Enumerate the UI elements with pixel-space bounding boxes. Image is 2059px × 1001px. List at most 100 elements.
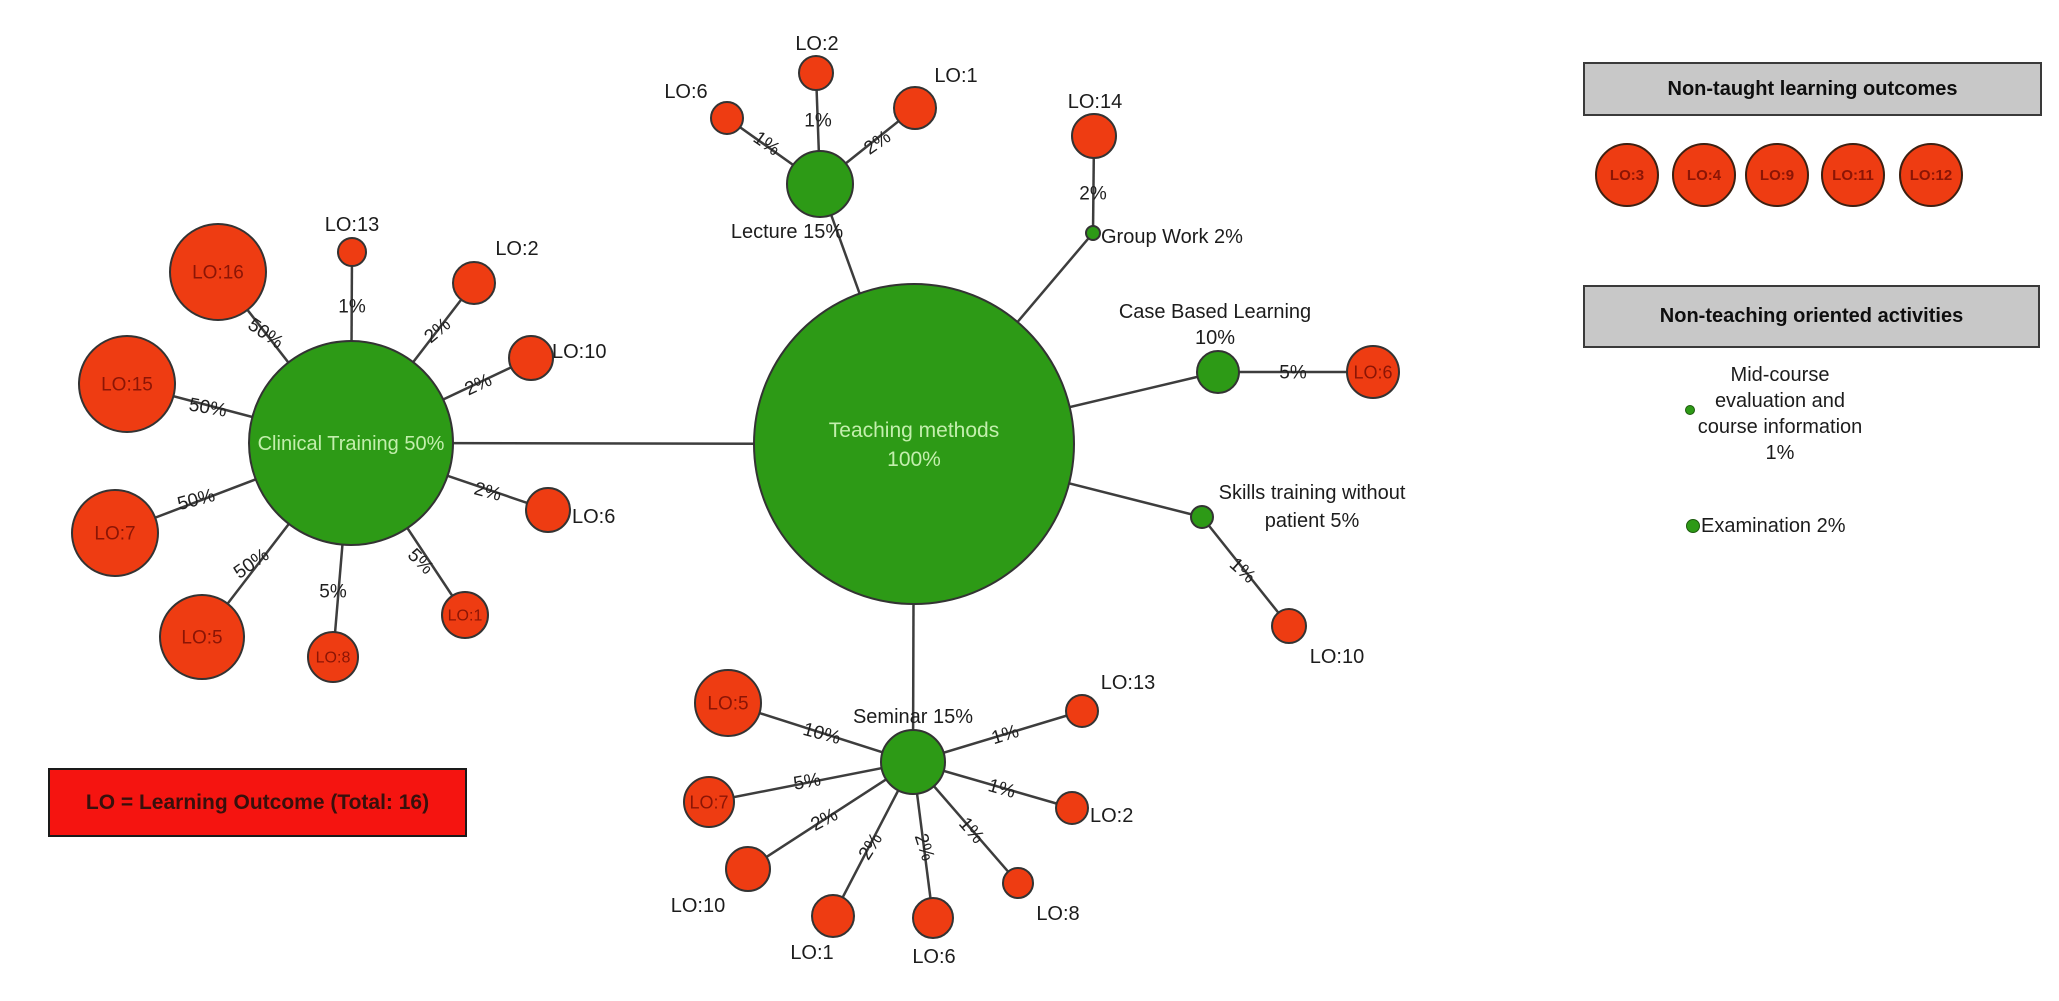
node-label-tm: Teaching methods 100% <box>829 419 999 471</box>
edge-weight-label: 2% <box>910 831 938 864</box>
node-m8 <box>1002 867 1034 899</box>
node-c15 <box>78 335 176 433</box>
node-label-m8: LO:8 <box>1036 903 1079 925</box>
node-label-c6c: LO:6 <box>572 506 615 528</box>
node-label-b6: LO:6 <box>1353 362 1392 382</box>
edge-weight-label: 2% <box>1079 184 1107 205</box>
node-label-cbl: Case Based Learning 10% <box>1119 301 1311 349</box>
node-c2 <box>452 261 496 305</box>
node-label-c5: LO:5 <box>181 628 222 649</box>
node-ct <box>248 340 454 546</box>
node-label-c10: LO:10 <box>552 341 606 363</box>
edge-weight-label: 2% <box>420 314 455 348</box>
edge-weight-label: 50% <box>175 485 217 515</box>
midcourse-label: Mid-course evaluation and course informati… <box>1660 362 1900 466</box>
edge-weight-label: 2% <box>472 478 504 505</box>
edge-weight-label: 50% <box>230 544 273 583</box>
node-label-m1: LO:1 <box>790 942 833 964</box>
edge-weight-label: 5% <box>792 769 823 794</box>
node-m5 <box>694 669 762 737</box>
node-c1 <box>441 591 489 639</box>
node-label-sem: Seminar 15% <box>853 706 973 728</box>
node-label-s10: LO:10 <box>1310 646 1364 668</box>
edge-sk-s10 <box>1201 516 1290 627</box>
node-label-m7: LO:7 <box>689 792 728 812</box>
midcourse-label-line: course information <box>1697 416 1863 438</box>
edge-weight-label: 1% <box>338 297 366 318</box>
examination-dot <box>1686 519 1700 533</box>
node-c7 <box>71 489 159 577</box>
node-label-c7: LO:7 <box>94 524 135 545</box>
edge-weight-label: 1% <box>986 775 1018 803</box>
edge-weight-label: 1% <box>804 111 832 132</box>
legend-outcome-LO:11: LO:11 <box>1821 143 1885 207</box>
edge-weight-label: 1% <box>989 721 1022 749</box>
node-label-gw: Group Work 2% <box>1101 226 1243 248</box>
node-m1 <box>811 894 855 938</box>
edge-weight-label: 5% <box>403 545 437 579</box>
midcourse-label-line: evaluation and <box>1714 390 1846 412</box>
node-label-sk: Skills training without patient 5% <box>1219 482 1406 532</box>
legend-outcome-LO:4: LO:4 <box>1672 143 1736 207</box>
node-c8 <box>307 631 359 683</box>
node-gw <box>1085 225 1101 241</box>
node-c10 <box>508 335 554 381</box>
node-m10 <box>725 846 771 892</box>
legend-nontaught-header: Non-taught learning outcomes <box>1583 62 2042 116</box>
node-m7 <box>683 776 735 828</box>
legend-outcome-LO:3: LO:3 <box>1595 143 1659 207</box>
edge-sem-m7 <box>708 760 914 804</box>
node-label-l1: LO:1 <box>934 65 977 87</box>
node-label-c13: LO:13 <box>325 214 379 236</box>
edge-weight-label: 2% <box>860 126 895 159</box>
legend-nontaught-title: Non-taught learning outcomes <box>1667 77 1958 100</box>
node-label-m10: LO:10 <box>671 895 725 917</box>
node-s10 <box>1271 608 1307 644</box>
edge-weight-label: 50% <box>244 314 287 353</box>
node-g14 <box>1071 113 1117 159</box>
lo-definition-callout: LO = Learning Outcome (Total: 16) <box>48 768 467 837</box>
node-m13 <box>1065 694 1099 728</box>
node-sk <box>1190 505 1214 529</box>
node-cbl <box>1196 350 1240 394</box>
node-label-ct: Clinical Training 50% <box>258 433 445 455</box>
edge-weight-label: 2% <box>462 370 496 401</box>
node-c6c <box>525 487 571 533</box>
node-label-g14: LO:14 <box>1068 91 1122 113</box>
node-c5 <box>159 594 245 680</box>
node-c13 <box>337 237 367 267</box>
node-label-m2: LO:2 <box>1090 805 1133 827</box>
node-label-m6: LO:6 <box>912 946 955 968</box>
node-m6 <box>912 897 954 939</box>
node-label-m5: LO:5 <box>707 694 748 715</box>
edge-weight-label: 5% <box>319 582 347 603</box>
legend-outcome-LO:9: LO:9 <box>1745 143 1809 207</box>
node-l2 <box>798 55 834 91</box>
midcourse-label-line: Mid-course <box>1730 364 1830 386</box>
node-label-m13: LO:13 <box>1101 672 1155 694</box>
examination-label: Examination 2% <box>1701 515 1846 537</box>
edge-weight-label: 5% <box>1279 363 1307 384</box>
node-label-c1: LO:1 <box>448 608 483 625</box>
edge-weight-label: 10% <box>801 719 843 749</box>
node-b6 <box>1346 345 1400 399</box>
node-tm <box>753 283 1075 605</box>
node-label-l2: LO:2 <box>795 33 838 55</box>
legend-activities-header: Non-teaching oriented activities <box>1583 285 2040 348</box>
node-c16 <box>169 223 267 321</box>
midcourse-dot <box>1685 405 1695 415</box>
node-label-c2: LO:2 <box>495 238 538 260</box>
edge-weight-label: 2% <box>807 804 841 835</box>
midcourse-label-line: 1% <box>1765 442 1795 464</box>
node-label-lec: Lecture 15% <box>731 221 844 243</box>
node-lec <box>786 150 854 218</box>
node-l1 <box>893 86 937 130</box>
legend-outcome-LO:12: LO:12 <box>1899 143 1963 207</box>
edge-weight-label: 2% <box>855 829 887 864</box>
node-label-c15: LO:15 <box>101 375 153 396</box>
node-m2 <box>1055 791 1089 825</box>
node-label-c8: LO:8 <box>316 650 351 667</box>
node-label-l6: LO:6 <box>664 81 707 103</box>
